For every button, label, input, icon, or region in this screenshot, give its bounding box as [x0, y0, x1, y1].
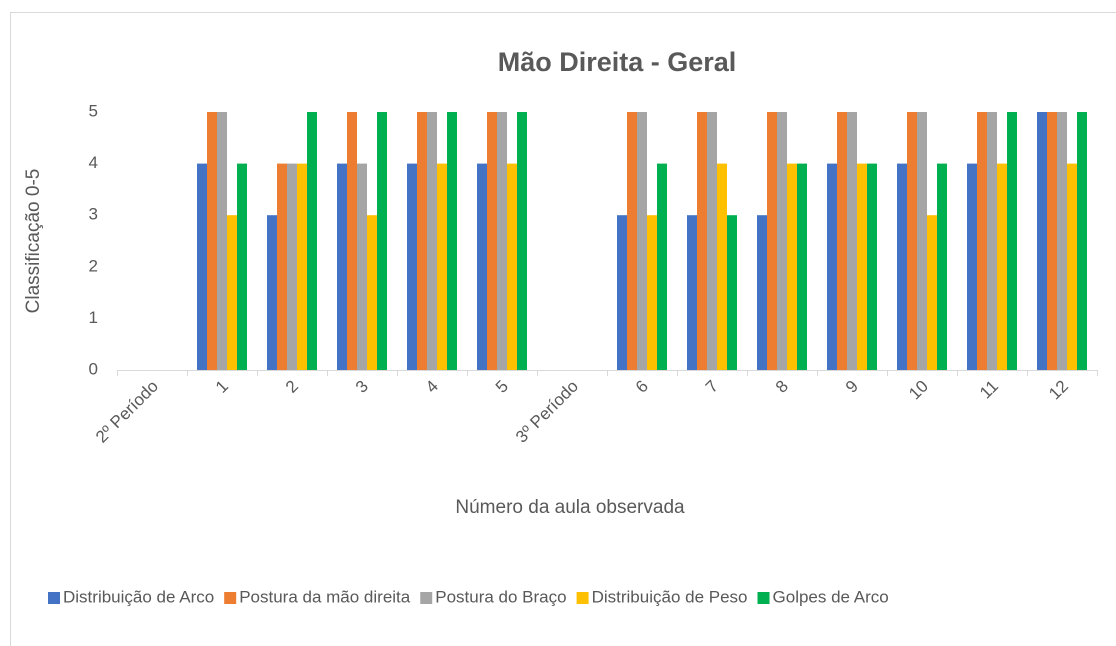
bar: [917, 112, 927, 370]
bar: [867, 163, 877, 370]
bar: [837, 112, 847, 370]
y-tick-label: 4: [89, 153, 98, 172]
bar: [987, 112, 997, 370]
bar: [907, 112, 917, 370]
bar: [937, 163, 947, 370]
bar: [237, 163, 247, 370]
bar: [847, 112, 857, 370]
bar: [427, 112, 437, 370]
bar: [227, 215, 237, 370]
bar: [437, 163, 447, 370]
bar: [1037, 112, 1047, 370]
legend-swatch: [48, 592, 60, 604]
bar: [617, 215, 627, 370]
y-tick-label: 5: [89, 101, 98, 120]
bar: [197, 163, 207, 370]
legend-label: Distribuição de Arco: [63, 587, 214, 606]
bar: [377, 112, 387, 370]
bar: [497, 112, 507, 370]
x-tick-label: 9: [842, 377, 862, 397]
legend-swatch: [224, 592, 237, 604]
legend-label: Postura do Braço: [435, 587, 566, 606]
bar: [977, 112, 987, 370]
legend-swatch: [576, 592, 589, 604]
x-tick-label: 4: [422, 377, 442, 397]
legend-label: Postura da mão direita: [239, 587, 411, 606]
bar: [797, 163, 807, 370]
x-tick-label: 11: [976, 377, 1002, 403]
bar: [337, 163, 347, 370]
bar: [697, 112, 707, 370]
x-tick-label: 6: [632, 377, 652, 397]
bar: [357, 163, 367, 370]
x-axis-title: Número da aula observada: [455, 497, 685, 518]
y-axis-title: Classificação 0-5: [23, 169, 44, 314]
bar: [857, 163, 867, 370]
bar: [637, 112, 647, 370]
bar: [777, 112, 787, 370]
bar: [487, 112, 497, 370]
bar: [287, 163, 297, 370]
bar: [507, 163, 517, 370]
bar: [787, 163, 797, 370]
chart-frame: [10, 12, 1116, 646]
bar: [1007, 112, 1017, 370]
legend-label: Distribuição de Peso: [592, 587, 748, 606]
bar: [407, 163, 417, 370]
bar: [707, 112, 717, 370]
bar: [1077, 112, 1087, 370]
bar: [997, 163, 1007, 370]
x-tick-label: 7: [702, 377, 722, 397]
bar: [267, 215, 277, 370]
bar: [727, 215, 737, 370]
legend-swatch: [420, 592, 433, 604]
x-tick-label: 2º Período: [92, 377, 162, 447]
bar: [967, 163, 977, 370]
x-tick-label: 5: [492, 377, 512, 397]
legend-label: Golpes de Arco: [773, 587, 889, 606]
x-tick-label: 3º Período: [512, 377, 582, 447]
y-tick-label: 1: [89, 308, 98, 327]
x-tick-label: 8: [772, 377, 792, 397]
x-tick-label: 3: [352, 377, 372, 397]
bar: [297, 163, 307, 370]
bar: [207, 112, 217, 370]
bar: [717, 163, 727, 370]
bar: [767, 112, 777, 370]
bar: [927, 215, 937, 370]
bar: [897, 163, 907, 370]
x-tick-label: 10: [905, 377, 932, 404]
y-tick-label: 2: [89, 256, 98, 275]
bar: [687, 215, 697, 370]
bar: [517, 112, 527, 370]
bar: [1067, 163, 1077, 370]
bar: [477, 163, 487, 370]
y-tick-label: 0: [89, 359, 98, 378]
chart-title: Mão Direita - Geral: [498, 47, 737, 77]
bar: [657, 163, 667, 370]
bar: [367, 215, 377, 370]
bar: [1047, 112, 1057, 370]
x-tick-label: 1: [212, 377, 232, 397]
x-tick-label: 12: [1045, 377, 1072, 404]
bar: [1057, 112, 1067, 370]
bar: [277, 163, 287, 370]
x-tick-label: 2: [282, 377, 302, 397]
bar: [647, 215, 657, 370]
bar: [627, 112, 637, 370]
legend-swatch: [757, 592, 770, 604]
bar: [757, 215, 767, 370]
bar: [307, 112, 317, 370]
bar: [347, 112, 357, 370]
y-tick-label: 3: [89, 205, 98, 224]
bar: [447, 112, 457, 370]
bar: [827, 163, 837, 370]
bar: [217, 112, 227, 370]
bar: [417, 112, 427, 370]
